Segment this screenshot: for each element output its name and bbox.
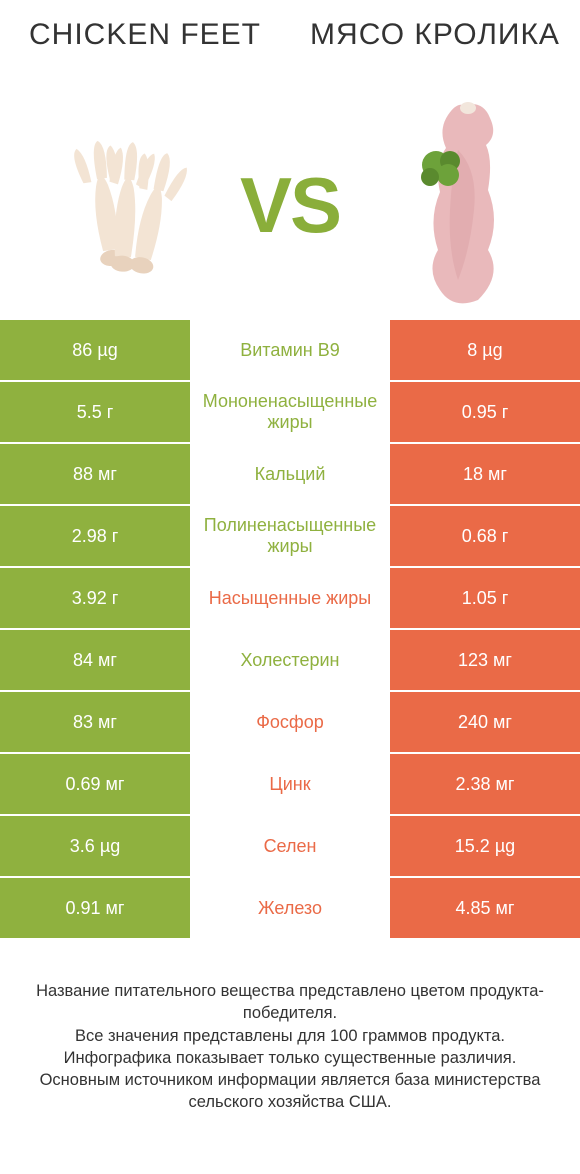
table-row: 86 µgВитамин B98 µg — [0, 320, 580, 382]
table-row: 3.6 µgСелен15.2 µg — [0, 816, 580, 878]
rabbit-meat-icon — [408, 100, 518, 310]
value-right: 1.05 г — [390, 568, 580, 628]
footer-line: Название питательного вещества представл… — [20, 980, 560, 1025]
nutrient-label: Селен — [190, 816, 390, 876]
vs-label: VS — [235, 160, 345, 251]
nutrient-label: Холестерин — [190, 630, 390, 690]
table-row: 2.98 гПолиненасыщенные жиры0.68 г — [0, 506, 580, 568]
footer-line: Все значения представлены для 100 граммо… — [20, 1025, 560, 1047]
nutrient-label: Фосфор — [190, 692, 390, 752]
table-row: 0.69 мгЦинк2.38 мг — [0, 754, 580, 816]
value-left: 84 мг — [0, 630, 190, 690]
table-row: 5.5 гМононенасыщенные жиры0.95 г — [0, 382, 580, 444]
nutrient-label: Цинк — [190, 754, 390, 814]
value-left: 5.5 г — [0, 382, 190, 442]
comparison-table: 86 µgВитамин B98 µg5.5 гМононенасыщенные… — [0, 320, 580, 940]
table-row: 84 мгХолестерин123 мг — [0, 630, 580, 692]
title-left: CHICKEN FEET — [0, 18, 290, 51]
nutrient-label: Витамин B9 — [190, 320, 390, 380]
table-row: 0.91 мгЖелезо4.85 мг — [0, 878, 580, 940]
value-left: 0.91 мг — [0, 878, 190, 938]
value-right: 0.68 г — [390, 506, 580, 566]
value-right: 15.2 µg — [390, 816, 580, 876]
nutrient-label: Мононенасыщенные жиры — [190, 382, 390, 442]
header: CHICKEN FEET МЯСО КРОЛИКА — [0, 0, 580, 90]
left-image-cell — [0, 125, 235, 285]
nutrient-label: Насыщенные жиры — [190, 568, 390, 628]
title-right: МЯСО КРОЛИКА — [290, 18, 580, 51]
nutrient-label: Железо — [190, 878, 390, 938]
value-right: 4.85 мг — [390, 878, 580, 938]
value-right: 8 µg — [390, 320, 580, 380]
footer-line: Основным источником информации является … — [20, 1069, 560, 1114]
value-left: 3.92 г — [0, 568, 190, 628]
value-right: 0.95 г — [390, 382, 580, 442]
footer: Название питательного вещества представл… — [0, 940, 580, 1114]
value-left: 0.69 мг — [0, 754, 190, 814]
value-left: 86 µg — [0, 320, 190, 380]
value-right: 18 мг — [390, 444, 580, 504]
table-row: 3.92 гНасыщенные жиры1.05 г — [0, 568, 580, 630]
images-row: VS — [0, 90, 580, 320]
value-right: 2.38 мг — [390, 754, 580, 814]
footer-line: Инфографика показывает только существенн… — [20, 1047, 560, 1069]
table-row: 83 мгФосфор240 мг — [0, 692, 580, 754]
chicken-feet-icon — [38, 125, 198, 285]
value-left: 3.6 µg — [0, 816, 190, 876]
value-right: 240 мг — [390, 692, 580, 752]
value-left: 83 мг — [0, 692, 190, 752]
table-row: 88 мгКальций18 мг — [0, 444, 580, 506]
value-left: 2.98 г — [0, 506, 190, 566]
right-image-cell — [345, 100, 580, 310]
nutrient-label: Полиненасыщенные жиры — [190, 506, 390, 566]
value-left: 88 мг — [0, 444, 190, 504]
nutrient-label: Кальций — [190, 444, 390, 504]
value-right: 123 мг — [390, 630, 580, 690]
